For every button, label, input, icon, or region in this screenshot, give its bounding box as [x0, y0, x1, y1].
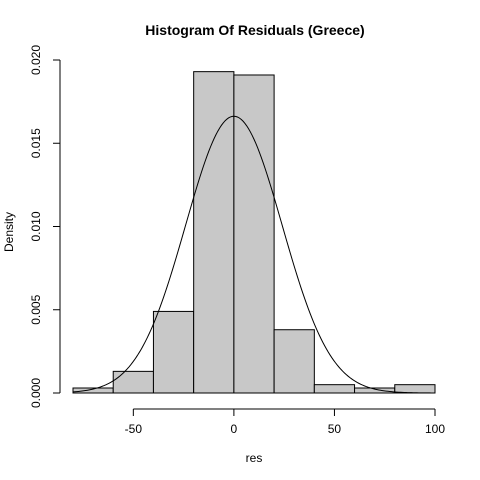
- x-tick-label-2: 50: [328, 422, 342, 436]
- histogram-bar-2: [152, 310, 195, 394]
- x-tick-label-3: 100: [425, 422, 445, 436]
- histogram-bar-8: [394, 384, 436, 394]
- x-tick-label-1: 0: [231, 422, 238, 436]
- y-tick-label-4: 0.020: [29, 45, 43, 75]
- histogram-bar-6: [313, 384, 356, 394]
- histogram-bar-5: [273, 329, 315, 394]
- y-tick-label-2: 0.010: [29, 211, 43, 241]
- x-axis: -50 0 50 100: [125, 408, 445, 436]
- normal-density-curve: [72, 115, 435, 394]
- y-tick-label-3: 0.015: [29, 128, 43, 158]
- x-axis-label: res: [246, 451, 263, 465]
- histogram-bar-3: [193, 71, 235, 394]
- histogram-bars: [72, 71, 436, 394]
- y-axis-label: Density: [2, 212, 16, 252]
- y-tick-label-1: 0.005: [29, 294, 43, 324]
- histogram-bar-4: [233, 74, 275, 394]
- y-tick-label-0: 0.000: [29, 378, 43, 408]
- x-tick-label-0: -50: [125, 422, 143, 436]
- y-axis: 0.000 0.005 0.010 0.015 0.020: [29, 45, 61, 408]
- chart-title: Histogram Of Residuals (Greece): [145, 22, 364, 38]
- histogram-bar-1: [112, 370, 154, 394]
